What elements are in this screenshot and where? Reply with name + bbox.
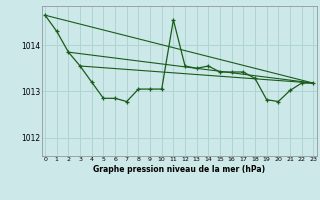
X-axis label: Graphe pression niveau de la mer (hPa): Graphe pression niveau de la mer (hPa) bbox=[93, 165, 265, 174]
